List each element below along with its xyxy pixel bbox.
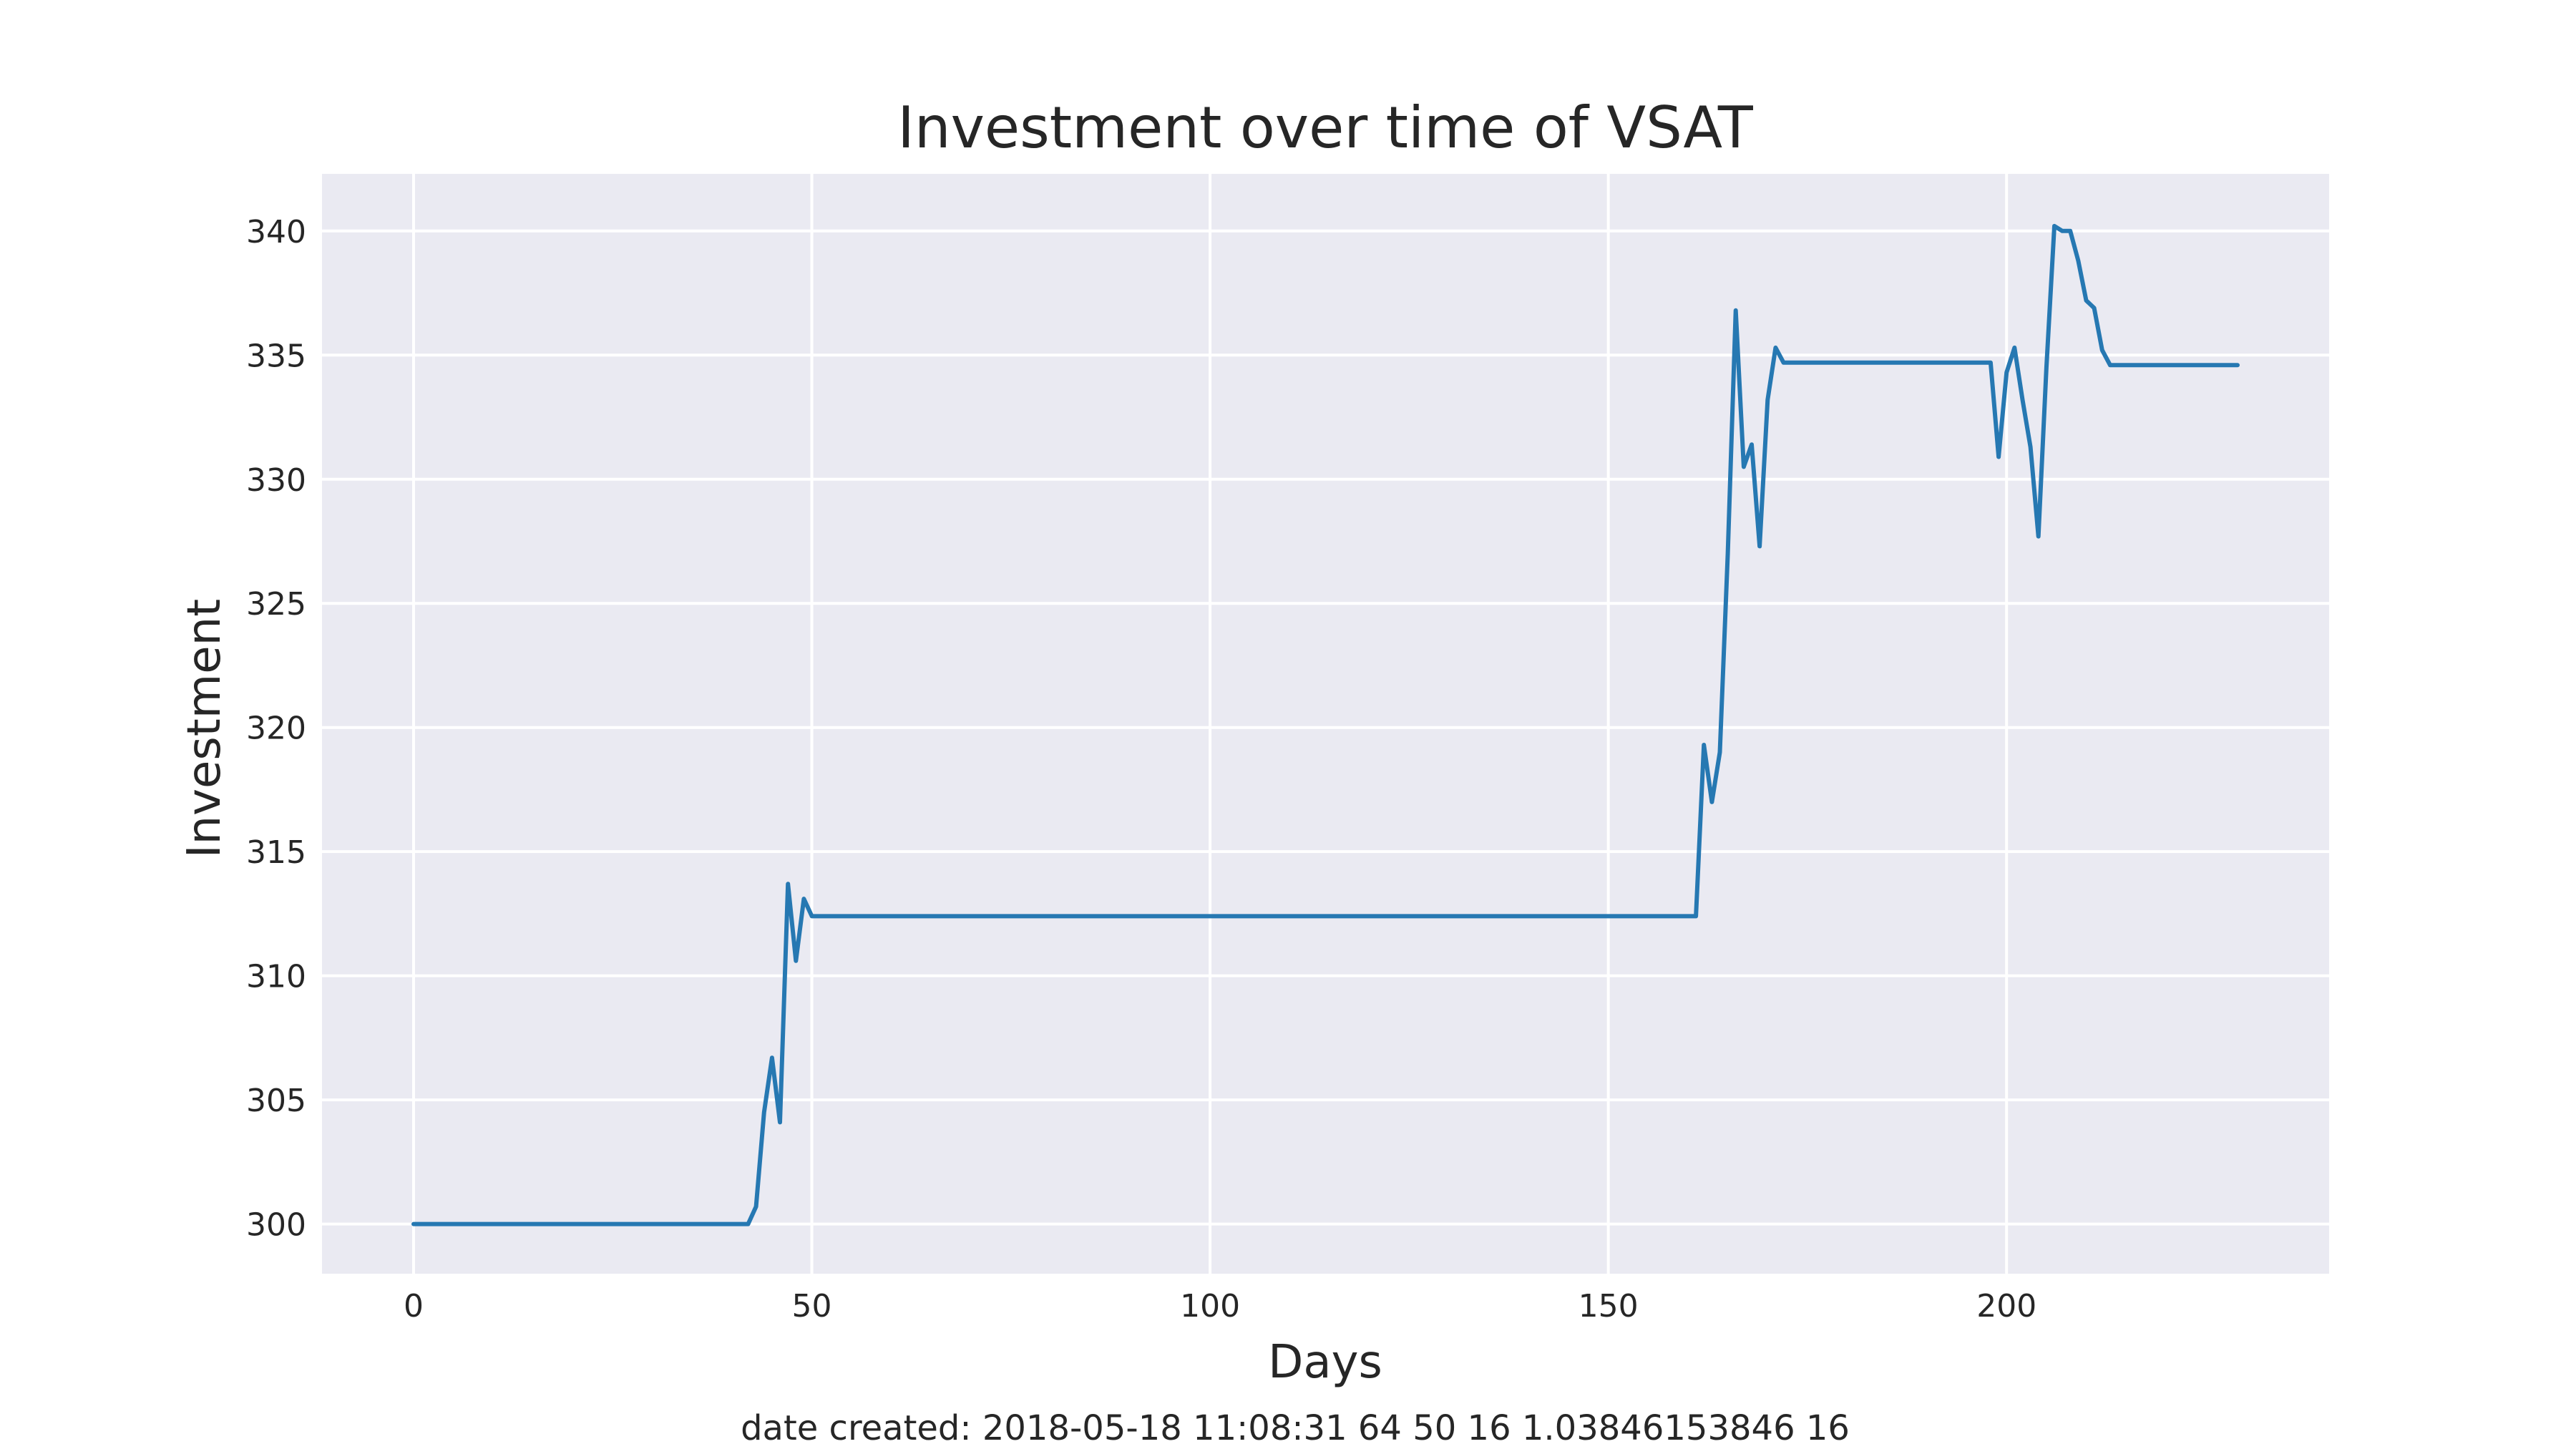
y-tick-label: 325 [246,586,306,623]
x-tick-label: 100 [1180,1288,1240,1324]
tick-labels: 0 50 100 150 200 300 305 310 315 320 325 330 335 340 [246,214,2036,1324]
y-tick-label: 335 [246,338,306,374]
plot-area [322,174,2329,1274]
y-tick-label: 330 [246,462,306,499]
gridlines [322,174,2329,1274]
y-axis-label: Investment [178,599,231,859]
y-tick-label: 320 [246,711,306,747]
y-tick-label: 310 [246,959,306,995]
series-line [411,223,2240,1226]
y-tick-label: 300 [246,1207,306,1244]
x-tick-label: 50 [792,1288,832,1324]
y-tick-label: 315 [246,834,306,871]
x-tick-label: 200 [1976,1288,2036,1324]
chart-title: Investment over time of VSAT [897,94,1754,161]
footer-note: date created: 2018-05-18 11:08:31 64 50 … [741,1408,1850,1448]
y-tick-label: 305 [246,1083,306,1119]
x-tick-label: 0 [404,1288,424,1324]
y-tick-label: 340 [246,214,306,250]
x-tick-label: 150 [1579,1288,1639,1324]
x-axis-label: Days [1268,1336,1382,1389]
